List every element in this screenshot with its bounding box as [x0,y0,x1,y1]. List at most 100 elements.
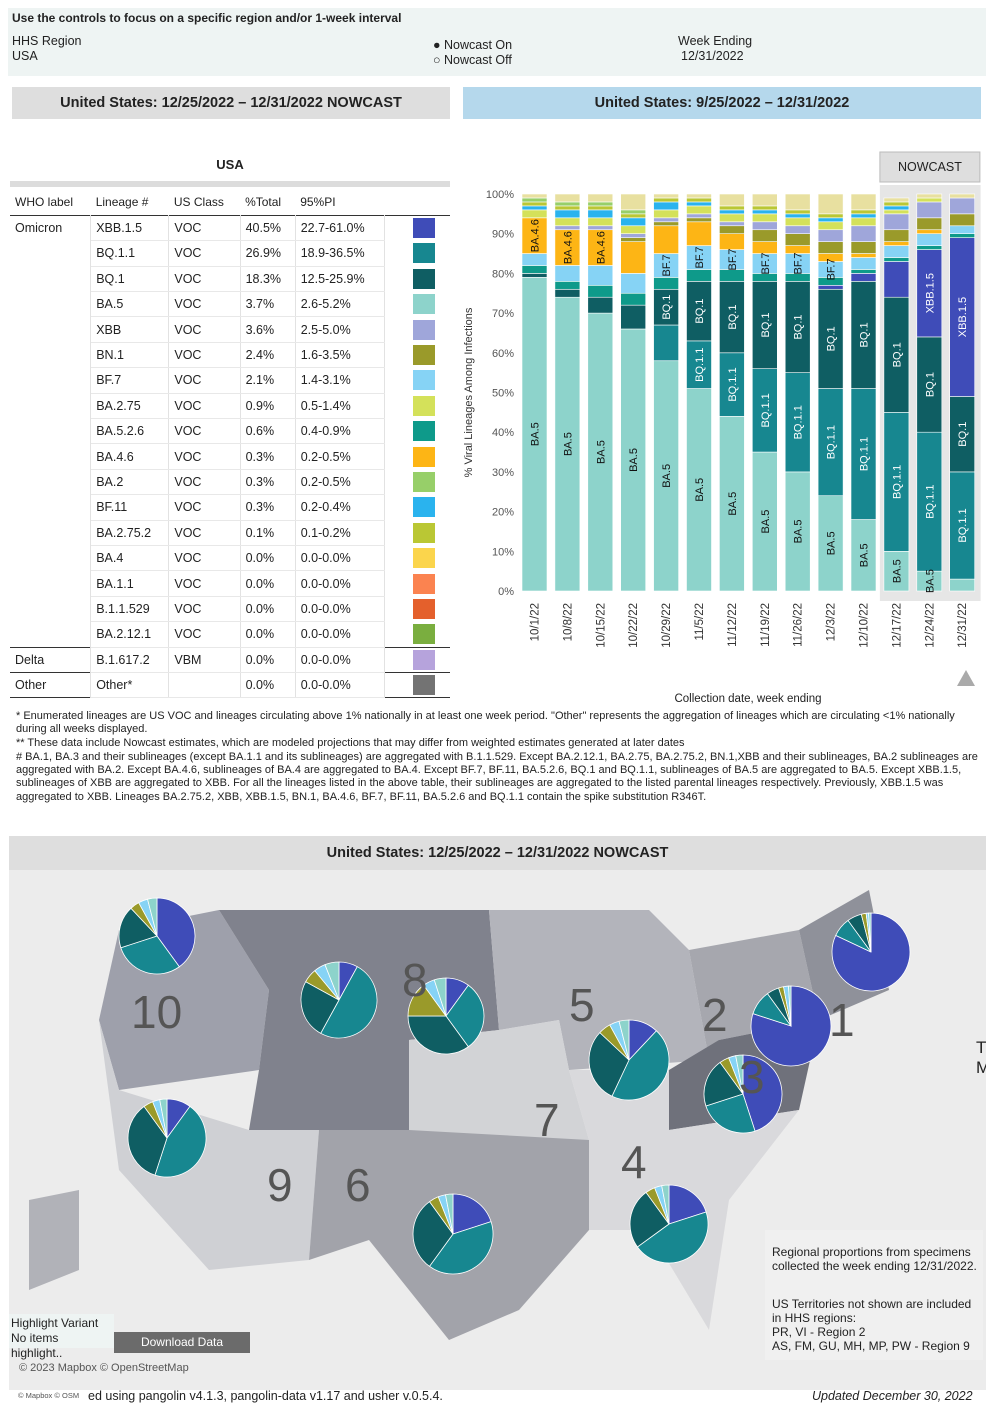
bar-segment [653,221,679,227]
region-9-pie[interactable] [127,1098,207,1178]
region-9-area[interactable] [99,1020,319,1270]
table-row[interactable]: BF.7 VOC 2.1% 1.4-3.1% [10,367,450,394]
cell-us-class: VOC [168,494,241,521]
legend-swatch[interactable] [412,218,435,239]
cell-color [384,495,450,520]
table-row[interactable]: Omicron XBB.1.5 VOC 40.5% 22.7-61.0% [10,215,450,242]
bar-label: BQ.1.1 [924,485,936,519]
cell-lineage: BA.4 [90,545,170,572]
region-filter[interactable]: HHS Region USA [12,34,81,64]
table-row[interactable]: Other Other* 0.0% 0.0-0.0% [10,672,450,699]
table-row[interactable]: BQ.1.1 VOC 26.9% 18.9-36.5% [10,240,450,267]
cell-percent-total: 0.9% [240,393,296,420]
region-2-pie[interactable] [750,985,832,1067]
cell-us-class: VOC [168,240,241,267]
region-5-pie[interactable] [588,1019,670,1101]
bar-label: BF.7 [694,247,706,269]
table-row[interactable]: BA.4.6 VOC 0.3% 0.2-0.5% [10,443,450,470]
table-row[interactable]: BA.4 VOC 0.0% 0.0-0.0% [10,545,450,572]
col-header-who: WHO label [15,195,74,210]
cell-us-class: VOC [168,367,241,394]
legend-swatch[interactable] [412,319,435,340]
map-area[interactable]: 10 8 5 2 1 3 7 4 9 6 T M Regional propor… [9,870,986,1390]
legend-swatch[interactable] [412,522,435,543]
download-data-button[interactable]: Download Data [114,1332,250,1353]
footer-left-text: ed using pangolin v4.1.3, pangolin-data … [88,1389,443,1403]
region-2-area[interactable] [689,930,819,1060]
legend-swatch[interactable] [412,370,435,391]
legend-swatch[interactable] [412,421,435,442]
legend-swatch[interactable] [412,675,435,696]
table-row[interactable]: B.1.1.529 VOC 0.0% 0.0-0.0% [10,596,450,623]
region-6-pie[interactable] [412,1193,494,1275]
table-row[interactable]: XBB VOC 3.6% 2.5-5.0% [10,316,450,343]
nowcast-toggle[interactable]: ● Nowcast On ○ Nowcast Off [433,38,512,68]
legend-swatch[interactable] [412,649,435,670]
pie-slice [120,935,180,975]
legend-swatch[interactable] [412,497,435,518]
legend-swatch[interactable] [412,624,435,645]
highlight-variant-control[interactable]: Highlight Variant No items highlight.. [9,1314,114,1360]
bar-segment [719,233,745,250]
legend-swatch[interactable] [412,268,435,289]
table-row[interactable]: BF.11 VOC 0.3% 0.2-0.4% [10,494,450,521]
map-attribution[interactable]: © 2023 Mapbox © OpenStreetMap [19,1362,189,1374]
bar-label: BQ.1 [661,295,673,320]
region-7-pie[interactable] [407,977,485,1055]
bar-segment [719,281,745,354]
bar-segment [653,324,679,362]
highlight-value[interactable]: No items highlight.. [11,1331,63,1360]
table-row[interactable]: BA.2 VOC 0.3% 0.2-0.5% [10,469,450,496]
legend-swatch[interactable] [412,471,435,492]
region-8-pie[interactable] [300,961,378,1039]
nowcast-on-radio[interactable]: ● Nowcast On [433,38,513,52]
table-row[interactable]: BA.1.1 VOC 0.0% 0.0-0.0% [10,570,450,597]
table-row[interactable]: BA.5.2.6 VOC 0.6% 0.4-0.9% [10,418,450,445]
legend-swatch[interactable] [412,294,435,315]
nowcast-off-radio[interactable]: ○ Nowcast Off [433,53,512,67]
legend-swatch[interactable] [412,573,435,594]
legend-swatch[interactable] [412,446,435,467]
table-row[interactable]: Delta B.1.617.2 VBM 0.0% 0.0-0.0% [10,647,450,673]
cell-pi-range: 0.5-1.4% [295,393,385,420]
alaska-area[interactable] [29,1190,79,1290]
bar-segment [653,209,679,219]
bar-segment [587,229,614,266]
bar-segment [719,416,745,592]
week-value[interactable]: 12/31/2022 [681,49,744,63]
legend-swatch[interactable] [412,598,435,619]
week-filter[interactable]: Week Ending 12/31/2022 [678,34,752,64]
region-1-pie[interactable] [831,912,911,992]
legend-swatch[interactable] [412,548,435,569]
bar-segment [587,285,614,298]
us-map[interactable] [9,870,986,1390]
cell-us-class [168,672,241,699]
table-row[interactable]: BA.2.75 VOC 0.9% 0.5-1.4% [10,393,450,420]
region-value[interactable]: USA [12,49,38,63]
legend-swatch[interactable] [412,345,435,366]
cell-percent-total: 40.5% [240,215,296,242]
region-number-3: 3 [739,1051,765,1103]
region-3-pie[interactable] [703,1054,783,1134]
bar-segment [883,197,910,203]
legend-swatch[interactable] [412,243,435,264]
bar-label: BQ.1.1 [694,348,706,382]
cell-percent-total: 0.0% [240,596,296,623]
table-row[interactable]: BA.5 VOC 3.7% 2.6-5.2% [10,291,450,318]
table-row[interactable]: BA.2.75.2 VOC 0.1% 0.1-0.2% [10,520,450,546]
cell-us-class: VOC [168,393,241,420]
table-row[interactable]: BQ.1 VOC 18.3% 12.5-25.9% [10,266,450,293]
legend-swatch[interactable] [412,395,435,416]
pie-slice [412,1201,454,1267]
table-row[interactable]: BN.1 VOC 2.4% 1.6-3.5% [10,342,450,369]
table-row[interactable]: BA.2.12.1 VOC 0.0% 0.0-0.0% [10,621,450,648]
x-tick-label: 10/8/22 [562,603,574,641]
pie-slice [618,1019,630,1061]
region-10-pie[interactable] [118,897,196,975]
region-4-pie[interactable] [629,1184,709,1264]
pie-slice [705,1093,756,1134]
x-tick-label: 12/24/22 [924,603,936,648]
x-tick-label: 10/22/22 [628,603,640,648]
bar-label: BA.5 [924,569,936,593]
cell-percent-total: 0.6% [240,418,296,445]
